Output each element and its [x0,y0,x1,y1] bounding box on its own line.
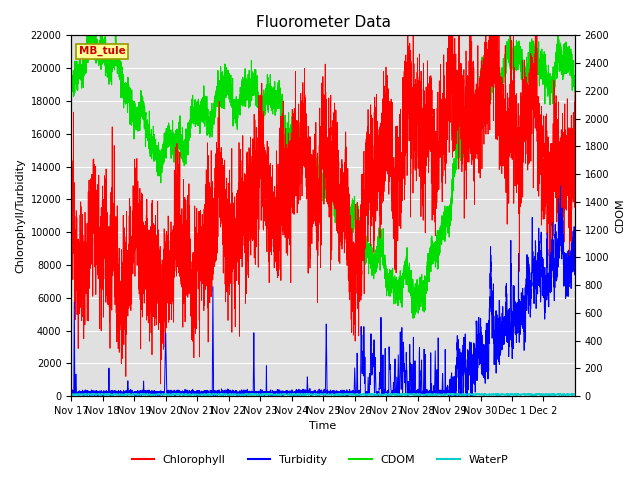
Title: Fluorometer Data: Fluorometer Data [255,15,390,30]
X-axis label: Time: Time [309,421,337,432]
Y-axis label: CDOM: CDOM [615,198,625,233]
Legend: Chlorophyll, Turbidity, CDOM, WaterP: Chlorophyll, Turbidity, CDOM, WaterP [127,451,513,469]
Text: MB_tule: MB_tule [79,46,125,57]
Y-axis label: Chlorophyll/Turbidity: Chlorophyll/Turbidity [15,158,25,273]
